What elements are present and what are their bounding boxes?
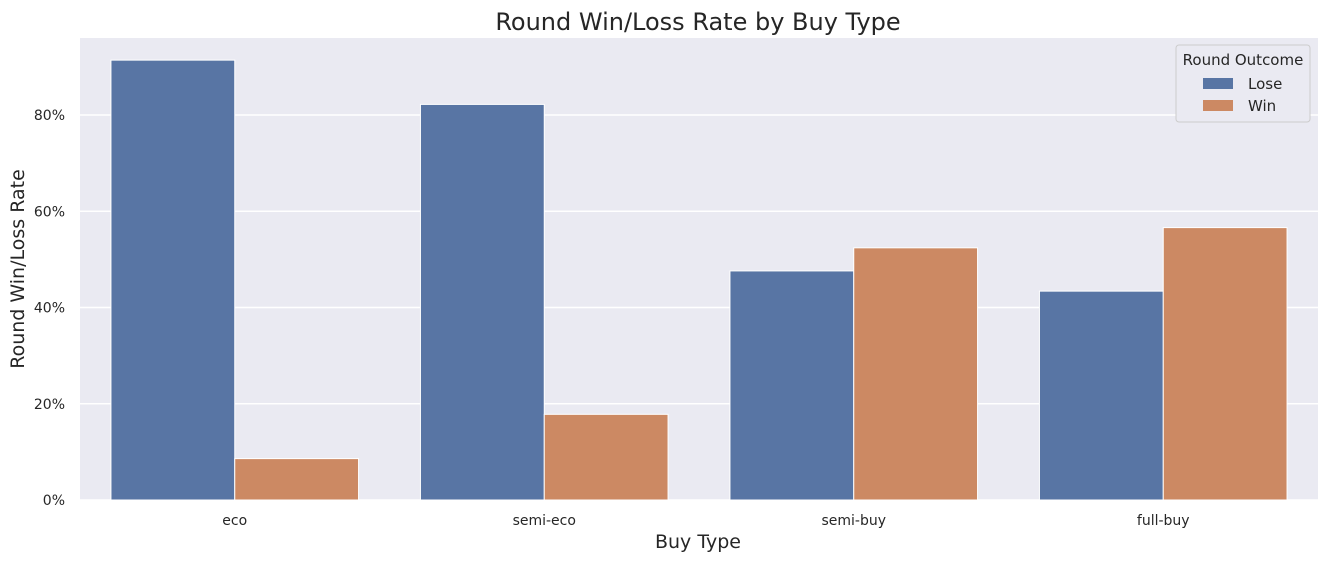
legend-label-lose: Lose [1248,75,1282,93]
x-tick-label: eco [222,513,247,529]
bar-lose-full-buy [1038,290,1164,501]
bars [110,59,1288,501]
bar-win-semi-eco [543,413,669,501]
y-tick-label: 40% [34,301,65,317]
y-tick-label: 0% [43,493,65,509]
bar-lose-eco [110,59,236,501]
y-axis-label: Round Win/Loss Rate [7,169,29,369]
legend-label-win: Win [1248,97,1276,115]
x-tick-labels: eco semi-eco semi-buy full-buy [222,513,1189,529]
y-tick-label: 80% [34,108,65,124]
legend-swatch-lose [1203,78,1233,89]
y-tick-label: 60% [34,204,65,220]
legend-title: Round Outcome [1183,51,1304,69]
legend: Round Outcome Lose Win [1175,44,1311,123]
y-tick-label: 20% [34,397,65,413]
x-tick-label: full-buy [1137,513,1190,529]
x-tick-label: semi-buy [821,513,886,529]
chart-title: Round Win/Loss Rate by Buy Type [495,8,900,36]
x-axis-label: Buy Type [655,531,741,553]
bar-win-semi-buy [853,247,979,501]
bar-win-eco [234,458,360,501]
bar-win-full-buy [1162,227,1288,501]
bar-lose-semi-eco [419,103,545,501]
legend-swatch-win [1203,100,1233,111]
x-tick-label: semi-eco [513,513,576,529]
y-tick-labels: 0% 20% 40% 60% 80% [34,108,65,509]
bar-lose-semi-buy [729,270,855,501]
